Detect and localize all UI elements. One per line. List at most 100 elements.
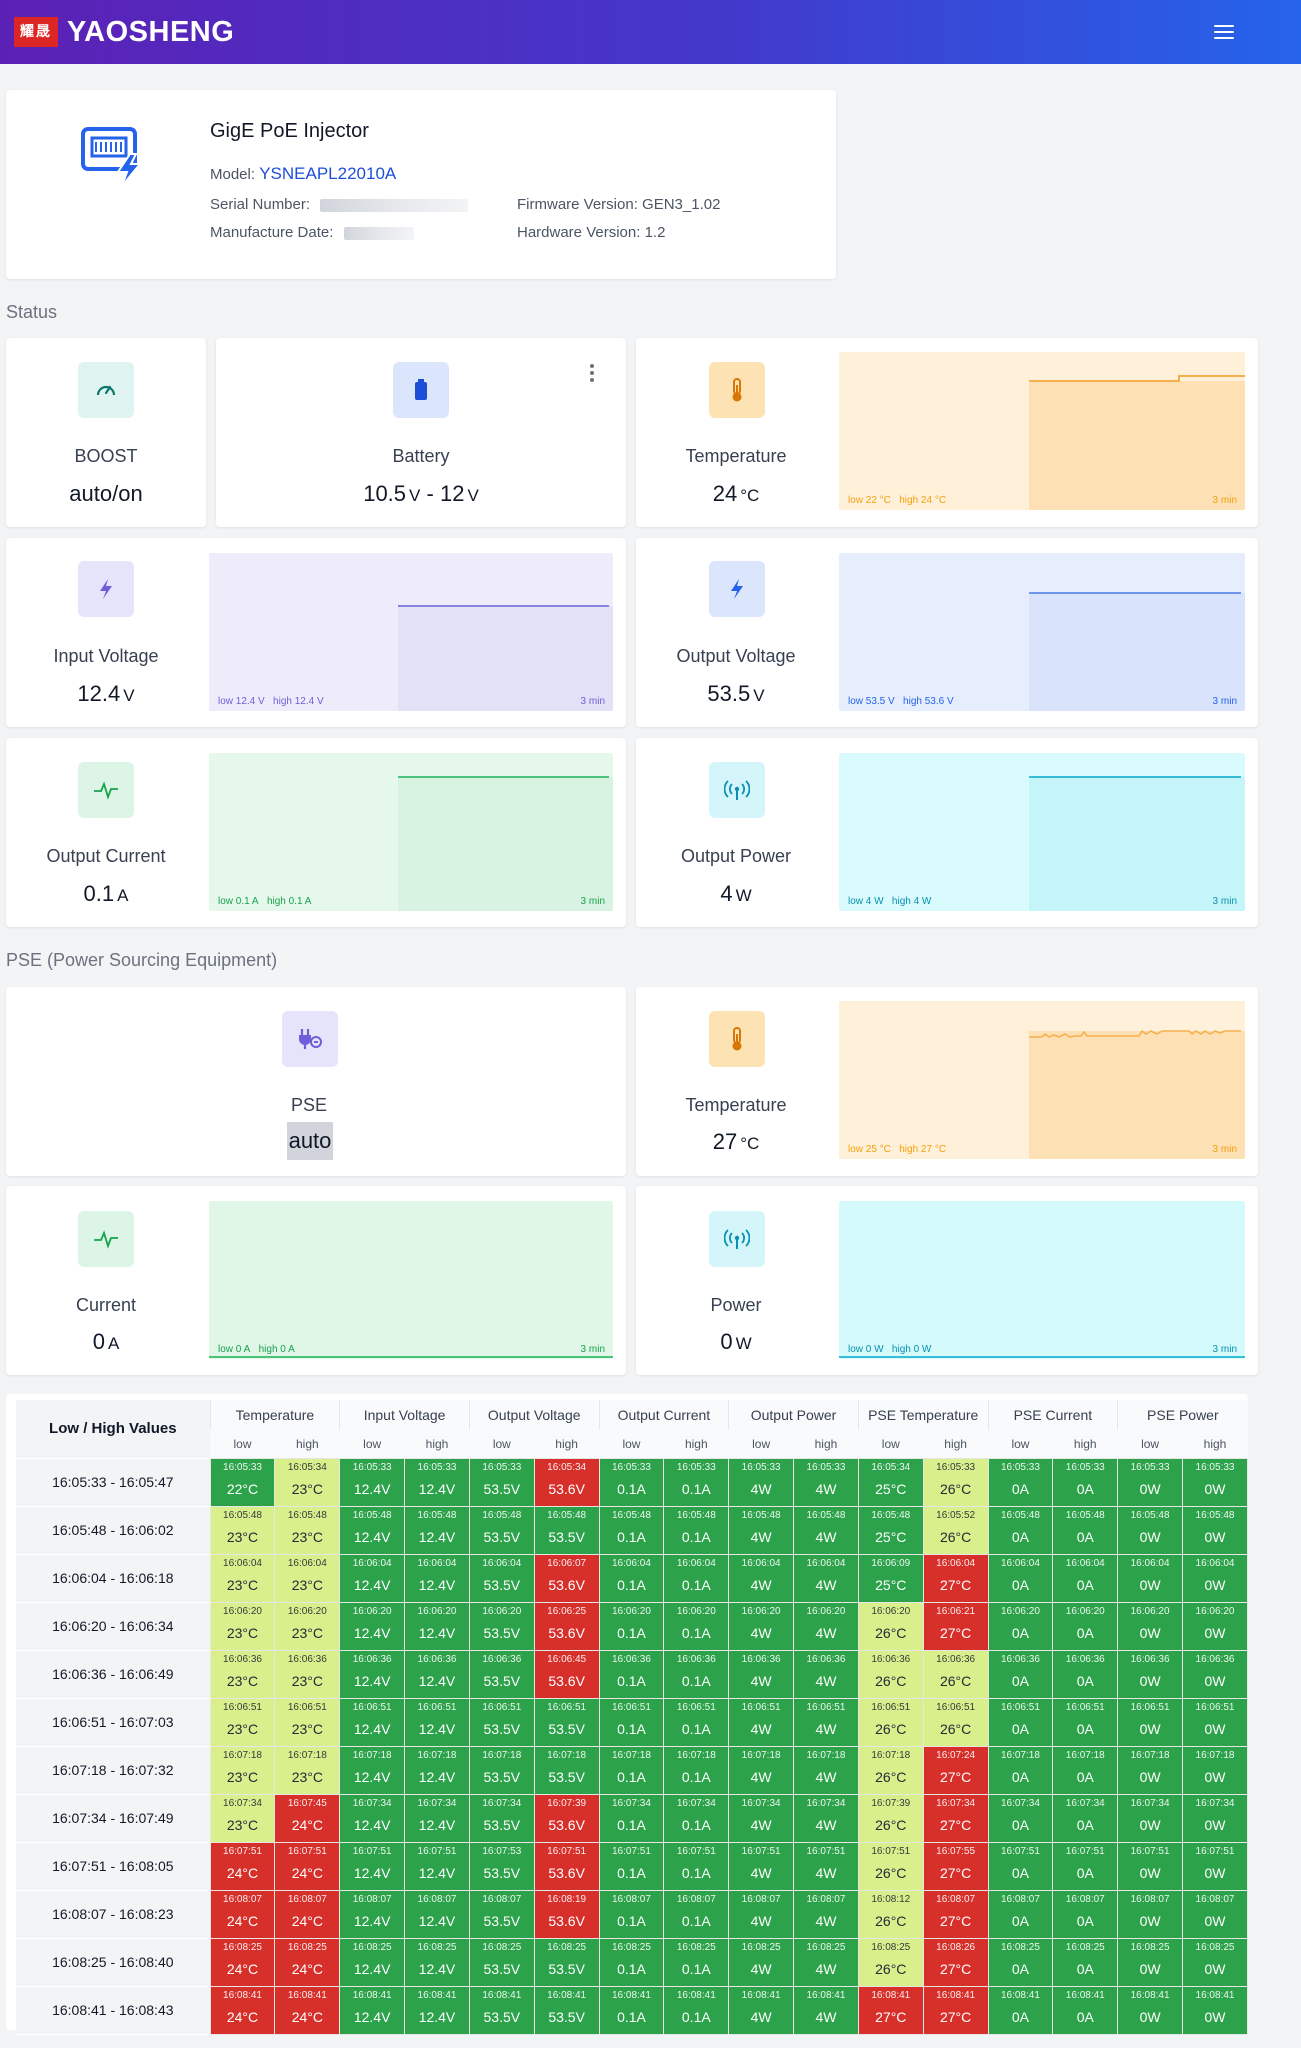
table-row: 16:08:41 - 16:08:43 16:08:41 24°C 16:08:41 2… bbox=[16, 1985, 1248, 2035]
cell-value: 12.4V bbox=[418, 1720, 456, 1737]
cell-value: 4W bbox=[750, 1672, 772, 1689]
value-cell: 16:08:25 4W bbox=[793, 1937, 859, 1987]
cell-value: 12.4V bbox=[418, 1816, 456, 1833]
cell-timestamp: 16:08:25 bbox=[871, 1941, 911, 1953]
cell-value: 0.1A bbox=[681, 1912, 711, 1929]
model-line: Model: YSNEAPL22010A bbox=[210, 164, 396, 184]
cell-timestamp: 16:07:51 bbox=[1065, 1845, 1105, 1857]
time-range-cell: 16:08:25 - 16:08:40 bbox=[16, 1938, 211, 1987]
cell-timestamp: 16:06:51 bbox=[1130, 1701, 1170, 1713]
col-sub-header: low bbox=[599, 1430, 664, 1458]
cell-timestamp: 16:07:51 bbox=[417, 1845, 457, 1857]
col-group-header: PSE Power bbox=[1117, 1400, 1248, 1430]
hardware-line: Hardware Version: 1.2 bbox=[517, 224, 665, 241]
cell-timestamp: 16:05:33 bbox=[352, 1461, 392, 1473]
cell-timestamp: 16:05:48 bbox=[1195, 1509, 1235, 1521]
cell-timestamp: 16:06:51 bbox=[741, 1701, 781, 1713]
cell-value: 4W bbox=[815, 1912, 837, 1929]
cell-value: 25°C bbox=[875, 1480, 907, 1497]
cell-timestamp: 16:08:07 bbox=[1195, 1893, 1235, 1905]
cell-value: 0A bbox=[1076, 1624, 1094, 1641]
value-cell: 16:08:41 27°C bbox=[922, 1985, 989, 2035]
temperature-label: Temperature bbox=[685, 446, 787, 466]
cell-value: 25°C bbox=[875, 1576, 907, 1593]
cell-value: 0.1A bbox=[681, 1528, 711, 1545]
more-options-icon[interactable] bbox=[587, 363, 597, 385]
value-cell: 16:08:41 0.1A bbox=[598, 1985, 665, 2035]
value-cell: 16:05:33 22°C bbox=[209, 1457, 276, 1507]
value-cell: 16:08:07 12.4V bbox=[339, 1889, 406, 1939]
cell-value: 4W bbox=[750, 1576, 772, 1593]
value-cell: 16:06:36 12.4V bbox=[339, 1649, 406, 1699]
cell-timestamp: 16:08:41 bbox=[547, 1989, 587, 2001]
cell-value: 23°C bbox=[291, 1720, 323, 1737]
cell-timestamp: 16:06:36 bbox=[417, 1653, 457, 1665]
value-cell: 16:06:20 12.4V bbox=[339, 1601, 406, 1651]
cell-timestamp: 16:06:20 bbox=[223, 1605, 262, 1617]
cell-value: 4W bbox=[815, 1672, 837, 1689]
value-cell: 16:07:34 23°C bbox=[209, 1793, 276, 1843]
col-group-header: Output Power bbox=[728, 1400, 859, 1430]
cell-timestamp: 16:07:51 bbox=[741, 1845, 781, 1857]
cell-timestamp: 16:07:34 bbox=[352, 1797, 392, 1809]
cell-value: 53.5V bbox=[483, 1576, 521, 1593]
value-cell: 16:07:18 26°C bbox=[857, 1745, 924, 1795]
value-cell: 16:07:34 0A bbox=[987, 1793, 1054, 1843]
value-cell: 16:08:25 0A bbox=[987, 1937, 1054, 1987]
value-cell: 16:06:36 26°C bbox=[922, 1649, 989, 1699]
cell-value: 24°C bbox=[291, 1864, 323, 1881]
value-cell: 16:07:34 4W bbox=[728, 1793, 795, 1843]
cell-value: 4W bbox=[815, 1576, 837, 1593]
cell-value: 0A bbox=[1076, 1768, 1094, 1785]
cell-timestamp: 16:06:36 bbox=[806, 1653, 846, 1665]
cell-timestamp: 16:06:51 bbox=[612, 1701, 651, 1713]
value-cell: 16:08:41 4W bbox=[793, 1985, 859, 2035]
cell-timestamp: 16:08:41 bbox=[287, 1989, 327, 2001]
col-group-header: PSE Current bbox=[987, 1400, 1118, 1430]
value-cell: 16:06:36 4W bbox=[728, 1649, 795, 1699]
cell-timestamp: 16:05:33 bbox=[223, 1461, 262, 1473]
cell-value: 0W bbox=[1139, 1768, 1161, 1785]
model-link[interactable]: YSNEAPL22010A bbox=[259, 164, 397, 183]
value-cell: 16:07:39 53.6V bbox=[533, 1793, 600, 1843]
cell-timestamp: 16:06:20 bbox=[741, 1605, 781, 1617]
value-cell: 16:07:18 0A bbox=[1052, 1745, 1119, 1795]
cell-timestamp: 16:05:33 bbox=[1130, 1461, 1170, 1473]
cell-value: 23°C bbox=[226, 1624, 259, 1641]
col-group-header: PSE Temperature bbox=[857, 1400, 989, 1430]
value-cell: 16:05:34 23°C bbox=[274, 1457, 341, 1507]
firmware-line: Firmware Version: GEN3_1.02 bbox=[517, 196, 720, 213]
pse-current-sparkline: low 0 A high 0 A 3 min bbox=[209, 1201, 613, 1359]
cell-timestamp: 16:07:18 bbox=[612, 1749, 651, 1761]
cell-value: 26°C bbox=[875, 1720, 907, 1737]
time-range-cell: 16:08:07 - 16:08:23 bbox=[16, 1890, 211, 1939]
hamburger-icon[interactable] bbox=[1210, 20, 1238, 44]
value-cell: 16:06:36 26°C bbox=[857, 1649, 924, 1699]
value-cell: 16:07:18 0W bbox=[1182, 1745, 1248, 1795]
cell-value: 24°C bbox=[226, 1864, 259, 1881]
cell-timestamp: 16:06:51 bbox=[1195, 1701, 1235, 1713]
cell-value: 0A bbox=[1076, 1576, 1094, 1593]
cell-timestamp: 16:07:34 bbox=[612, 1797, 651, 1809]
cell-timestamp: 16:06:36 bbox=[612, 1653, 651, 1665]
cell-value: 0A bbox=[1011, 1720, 1029, 1737]
value-cell: 16:08:07 4W bbox=[728, 1889, 795, 1939]
cell-value: 4W bbox=[815, 2008, 837, 2025]
value-cell: 16:05:48 0A bbox=[1052, 1505, 1119, 1555]
value-cell: 16:07:51 24°C bbox=[209, 1841, 276, 1891]
value-cell: 16:08:41 12.4V bbox=[404, 1985, 470, 2035]
value-cell: 16:05:52 26°C bbox=[922, 1505, 989, 1555]
cell-timestamp: 16:06:36 bbox=[936, 1653, 976, 1665]
cell-timestamp: 16:06:20 bbox=[676, 1605, 716, 1617]
cell-value: 4W bbox=[750, 1816, 772, 1833]
cell-timestamp: 16:07:45 bbox=[287, 1797, 327, 1809]
brand-name[interactable]: YAOSHENG bbox=[67, 16, 235, 48]
value-cell: 16:05:48 0W bbox=[1117, 1505, 1184, 1555]
pse-mode-value[interactable]: auto bbox=[287, 1122, 333, 1160]
cell-timestamp: 16:08:41 bbox=[352, 1989, 392, 2001]
cell-timestamp: 16:07:39 bbox=[547, 1797, 587, 1809]
value-cell: 16:06:51 12.4V bbox=[339, 1697, 406, 1747]
cell-timestamp: 16:08:41 bbox=[806, 1989, 846, 2001]
cell-timestamp: 16:08:25 bbox=[223, 1941, 262, 1953]
